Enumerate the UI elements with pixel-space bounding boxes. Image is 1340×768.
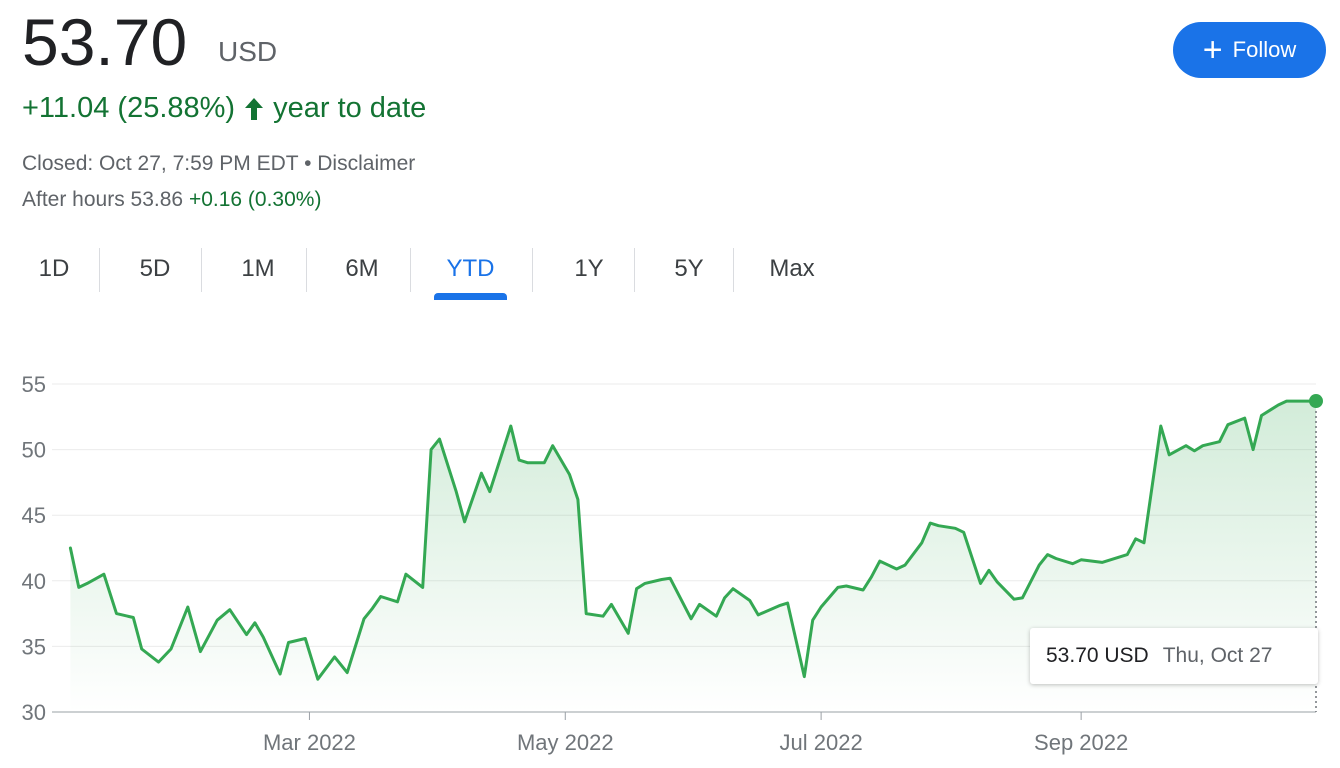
x-tick-label: Jul 2022 (780, 730, 863, 755)
y-tick-label: 40 (22, 569, 46, 594)
x-tick-label: Sep 2022 (1034, 730, 1128, 755)
tab-1d[interactable]: 1D (38, 255, 70, 282)
price-line (68, 399, 1318, 681)
tab-1y[interactable]: 1Y (574, 255, 604, 282)
tab-divider (634, 248, 635, 292)
y-tick-label: 30 (22, 700, 46, 725)
price-change: +11.04 (25.88%) year to date (22, 92, 426, 125)
y-tick-label: 50 (22, 438, 46, 463)
tooltip-date: Thu, Oct 27 (1162, 644, 1273, 667)
tab-divider (532, 248, 533, 292)
change-amount: +11.04 (25.88%) (22, 92, 236, 124)
tab-6m[interactable]: 6M (345, 255, 379, 282)
plus-icon: + (1202, 31, 1223, 69)
after-hours-change: +0.16 (0.30%) (188, 188, 322, 211)
arrow-up-icon (245, 97, 264, 120)
change-period: year to date (273, 92, 427, 124)
x-tick-label: Mar 2022 (263, 730, 356, 755)
after-hours: After hours 53.86 +0.16 (0.30%) (22, 188, 321, 212)
follow-button[interactable]: + Follow (1173, 22, 1326, 78)
y-tick-label: 45 (22, 503, 46, 528)
tab-divider (201, 248, 202, 292)
follow-label: Follow (1232, 37, 1297, 62)
y-tick-label: 55 (22, 372, 46, 397)
price-chart[interactable]: 30 35 40 45 50 55 Mar 2022 May 2022 Jul 2022 Sep … (0, 330, 1340, 768)
tab-divider (410, 248, 411, 292)
current-point-marker (1309, 394, 1323, 409)
closed-status: Closed: Oct 27, 7:59 PM EDT • Disclaimer (22, 152, 415, 176)
tab-max[interactable]: Max (769, 255, 815, 282)
x-tick-label: May 2022 (517, 730, 614, 755)
after-hours-price: After hours 53.86 (22, 188, 184, 211)
y-tick-label: 35 (22, 634, 46, 659)
tab-divider (306, 248, 307, 292)
tab-divider (99, 248, 100, 292)
price-area (70, 401, 1316, 712)
tab-1m[interactable]: 1M (241, 255, 275, 282)
currency-label: USD (218, 36, 278, 67)
range-tabs: 1D 5D 1M 6M YTD 1Y 5Y Max (0, 246, 840, 300)
tab-5d[interactable]: 5D (139, 255, 171, 282)
chart-tooltip: 53.70 USD Thu, Oct 27 (1030, 628, 1318, 684)
price-value: 53.70 (22, 5, 188, 79)
closed-text: Closed: Oct 27, 7:59 PM EDT • (22, 152, 318, 175)
tooltip-value: 53.70 USD (1046, 644, 1149, 667)
tab-5y[interactable]: 5Y (674, 255, 704, 282)
tab-ytd[interactable]: YTD (434, 246, 507, 300)
disclaimer-link[interactable]: Disclaimer (317, 152, 416, 175)
tab-divider (733, 248, 734, 292)
